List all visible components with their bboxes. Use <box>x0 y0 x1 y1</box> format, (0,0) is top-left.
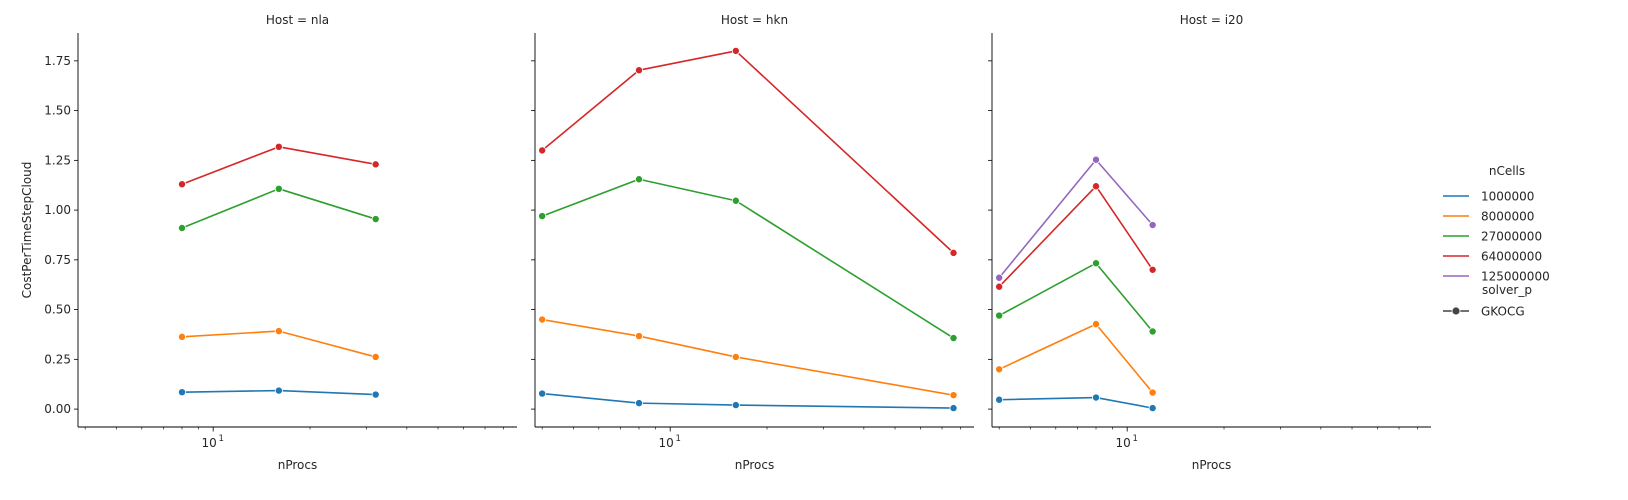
data-point-8000000 <box>635 332 644 341</box>
x-tick-label: 10 <box>1116 436 1131 450</box>
x-axis-label: nProcs <box>735 458 775 472</box>
data-point-8000000 <box>538 315 547 324</box>
data-point-8000000 <box>1148 388 1157 397</box>
data-point-1000000 <box>995 395 1004 404</box>
data-point-1000000 <box>1092 393 1101 402</box>
data-point-64000000 <box>371 160 380 169</box>
y-tick-label: 1.25 <box>44 153 71 167</box>
data-point-27000000 <box>635 175 644 184</box>
data-point-64000000 <box>949 248 958 257</box>
data-point-27000000 <box>1148 327 1157 336</box>
data-point-27000000 <box>538 212 547 221</box>
series-line-8000000 <box>542 318 954 396</box>
y-tick-label: 0.00 <box>44 402 71 416</box>
data-point-64000000 <box>1092 182 1101 191</box>
data-point-125000000 <box>1092 155 1101 164</box>
data-point-64000000 <box>731 46 740 55</box>
x-axis-label: nProcs <box>278 458 318 472</box>
data-point-27000000 <box>731 196 740 205</box>
y-tick-label: 0.25 <box>44 352 71 366</box>
data-point-64000000 <box>1148 265 1157 274</box>
data-point-64000000 <box>538 146 547 155</box>
x-tick-label: 10 <box>659 436 674 450</box>
data-point-8000000 <box>178 332 187 341</box>
data-point-8000000 <box>274 327 283 336</box>
series-line-64000000 <box>541 50 955 254</box>
data-point-27000000 <box>995 311 1004 320</box>
legend-entry-125000000: 125000000 <box>1481 270 1550 284</box>
data-point-27000000 <box>274 184 283 193</box>
data-point-27000000 <box>1092 259 1101 268</box>
data-point-1000000 <box>274 386 283 395</box>
series-line-1000000 <box>542 392 954 409</box>
series-line-64000000 <box>181 146 376 185</box>
series-line-27000000 <box>998 262 1154 332</box>
data-point-125000000 <box>1148 221 1157 230</box>
panel-3: 10 1 Host = i20 nProcs <box>988 13 1431 472</box>
data-point-27000000 <box>371 215 380 224</box>
x-tick-label-exponent: 1 <box>218 434 223 444</box>
series-line-27000000 <box>541 178 954 339</box>
y-tick-label: 1.50 <box>44 104 71 118</box>
data-point-27000000 <box>178 224 187 233</box>
y-axis-label: CostPerTimeStepCloud <box>20 162 34 299</box>
panel-1: 0.00 0.25 0.50 0.75 1.00 1.25 1.50 1.75 10 1 Host … <box>44 13 517 472</box>
legend-entry-27000000: 27000000 <box>1481 230 1542 244</box>
data-point-27000000 <box>949 334 958 343</box>
data-point-8000000 <box>1092 320 1101 329</box>
legend-title-style: solver_p <box>1482 283 1532 297</box>
data-point-64000000 <box>995 282 1004 291</box>
series-line-64000000 <box>998 185 1154 288</box>
data-point-125000000 <box>995 273 1004 282</box>
data-point-8000000 <box>371 352 380 361</box>
legend-entry-8000000: 8000000 <box>1481 210 1534 224</box>
y-tick-label: 1.75 <box>44 54 71 68</box>
legend: nCells 1000000 8000000 27000000 64000000 1250… <box>1443 164 1550 319</box>
x-tick-label-exponent: 1 <box>1132 434 1137 444</box>
data-point-1000000 <box>371 390 380 399</box>
data-point-8000000 <box>731 352 740 361</box>
legend-style-entry: GKOCG <box>1481 305 1525 319</box>
legend-entry-1000000: 1000000 <box>1481 190 1534 204</box>
series-line-1000000 <box>999 396 1153 409</box>
legend-style-marker <box>1451 306 1461 316</box>
data-point-64000000 <box>178 180 187 189</box>
data-point-64000000 <box>635 66 644 75</box>
y-tick-label: 1.00 <box>44 203 71 217</box>
series-line-8000000 <box>998 323 1154 394</box>
data-point-1000000 <box>178 388 187 397</box>
data-point-1000000 <box>949 404 958 413</box>
x-axis-label: nProcs <box>1192 458 1232 472</box>
x-tick-label: 10 <box>202 436 217 450</box>
data-point-1000000 <box>731 401 740 410</box>
series-line-27000000 <box>181 188 376 229</box>
legend-title-hue: nCells <box>1489 164 1525 178</box>
data-point-8000000 <box>995 365 1004 374</box>
panel-title: Host = nla <box>266 13 329 27</box>
y-tick-label: 0.75 <box>44 253 71 267</box>
x-tick-label-exponent: 1 <box>675 434 680 444</box>
data-point-1000000 <box>635 399 644 408</box>
y-tick-label: 0.50 <box>44 303 71 317</box>
data-point-1000000 <box>538 389 547 398</box>
data-point-1000000 <box>1148 404 1157 413</box>
panel-title: Host = hkn <box>721 13 788 27</box>
legend-entry-64000000: 64000000 <box>1481 250 1542 264</box>
panel-2: 10 1 Host = hkn nProcs <box>531 13 974 472</box>
panel-title: Host = i20 <box>1180 13 1244 27</box>
series-line-125000000 <box>998 158 1154 279</box>
data-point-64000000 <box>274 142 283 151</box>
data-point-8000000 <box>949 391 958 400</box>
